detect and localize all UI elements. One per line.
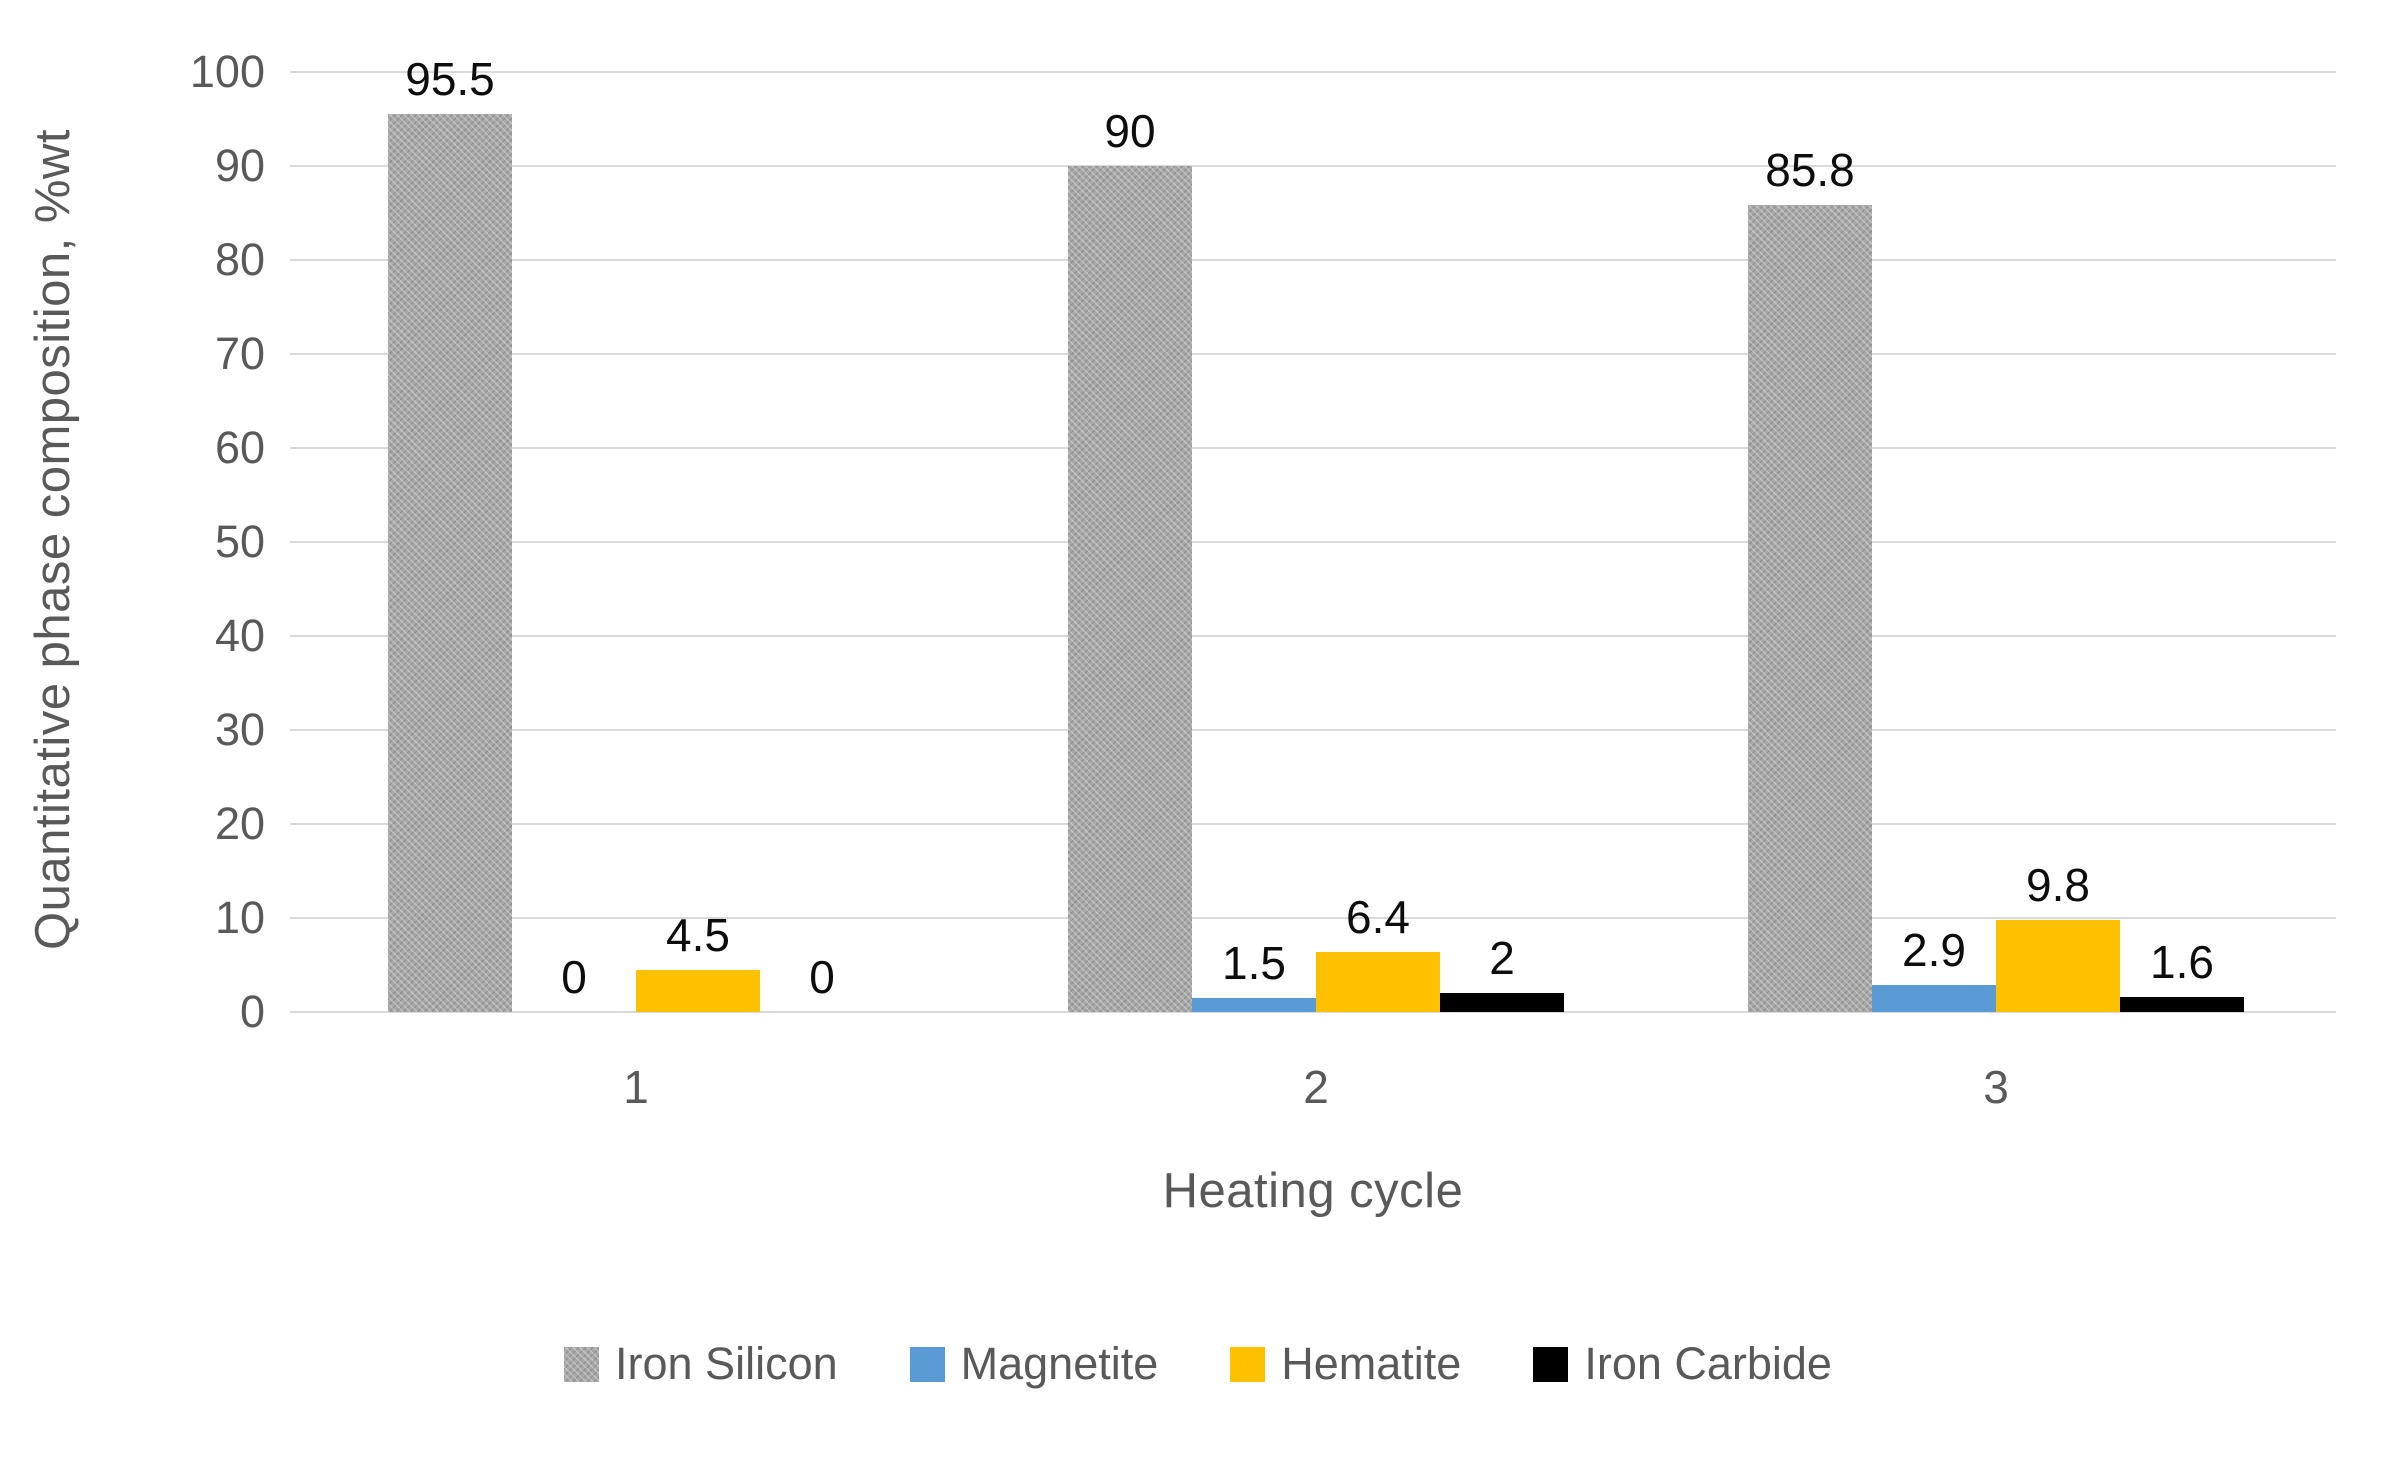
y-tick-label-20: 20 [214,798,265,849]
legend: Iron Silicon Magnetite Hematite Iron Carbid… [0,1338,2396,1390]
data-label-magnetite-cycle-1: 0 [561,951,587,1003]
legend-item-hematite: Hematite [1230,1338,1461,1390]
y-axis-title: Quantitative phase composition, %wt [26,129,80,951]
legend-item-iron-silicon: Iron Silicon [564,1338,838,1390]
y-tick-label-40: 40 [214,610,265,661]
y-tick-label-90: 90 [214,140,265,191]
data-label-hematite-cycle-1: 4.5 [666,909,730,961]
y-tick-label-50: 50 [214,516,265,567]
data-label-iron-silicon-cycle-2: 90 [1104,105,1156,157]
bar-iron-carbide-cycle-3 [2120,997,2244,1012]
legend-swatch-icon [1230,1346,1266,1382]
x-category-label-3: 3 [1983,1061,2009,1113]
legend-label: Hematite [1281,1338,1462,1389]
data-label-magnetite-cycle-3: 2.9 [1902,924,1966,976]
x-axis-title: Heating cycle [1162,1164,1464,1218]
bar-magnetite-cycle-2 [1192,998,1316,1012]
data-label-hematite-cycle-3: 9.8 [2026,859,2090,911]
bar-iron-silicon-cycle-1 [388,114,512,1012]
bar-hematite-cycle-3 [1996,920,2120,1012]
y-tick-label-70: 70 [214,328,265,379]
bar-iron-silicon-cycle-2 [1068,166,1192,1012]
legend-item-iron-carbide: Iron Carbide [1533,1338,1832,1390]
gridline-20 [290,823,2336,825]
legend-label: Magnetite [960,1338,1159,1389]
data-label-iron-carbide-cycle-3: 1.6 [2150,936,2214,988]
bar-iron-carbide-cycle-2 [1440,993,1564,1012]
gridline-0 [290,1011,2336,1013]
bar-hematite-cycle-1 [636,970,760,1012]
data-label-iron-silicon-cycle-3: 85.8 [1765,144,1855,196]
y-tick-label-60: 60 [214,422,265,473]
y-tick-label-10: 10 [214,892,265,943]
legend-swatch-icon [909,1346,945,1382]
legend-swatch-icon [1533,1346,1569,1382]
y-tick-label-100: 100 [189,46,265,97]
data-label-hematite-cycle-2: 6.4 [1346,891,1410,943]
legend-swatch-icon [564,1346,600,1382]
bar-hematite-cycle-2 [1316,952,1440,1012]
gridline-60 [290,447,2336,449]
data-label-iron-silicon-cycle-1: 95.5 [405,53,495,105]
data-label-magnetite-cycle-2: 1.5 [1222,937,1286,989]
bar-iron-silicon-cycle-3 [1748,205,1872,1012]
legend-label: Iron Carbide [1584,1338,1832,1389]
gridline-10 [290,917,2336,919]
y-tick-label-0: 0 [239,986,265,1037]
gridline-100 [290,71,2336,73]
y-tick-label-30: 30 [214,704,265,755]
data-label-iron-carbide-cycle-1: 0 [809,951,835,1003]
x-category-label-2: 2 [1303,1061,1329,1113]
gridline-50 [290,541,2336,543]
x-category-label-1: 1 [623,1061,649,1113]
plot-area: 95.5 90 85.8 0 1.5 2.9 4.5 6.4 9.8 0 2 1.6 [290,54,2336,1013]
gridline-70 [290,353,2336,355]
gridline-90 [290,165,2336,167]
bar-magnetite-cycle-3 [1872,985,1996,1012]
gridline-80 [290,259,2336,261]
y-tick-label-80: 80 [214,234,265,285]
data-label-iron-carbide-cycle-2: 2 [1489,932,1515,984]
gridline-30 [290,729,2336,731]
legend-item-magnetite: Magnetite [909,1338,1159,1390]
gridline-40 [290,635,2336,637]
legend-label: Iron Silicon [615,1338,838,1389]
